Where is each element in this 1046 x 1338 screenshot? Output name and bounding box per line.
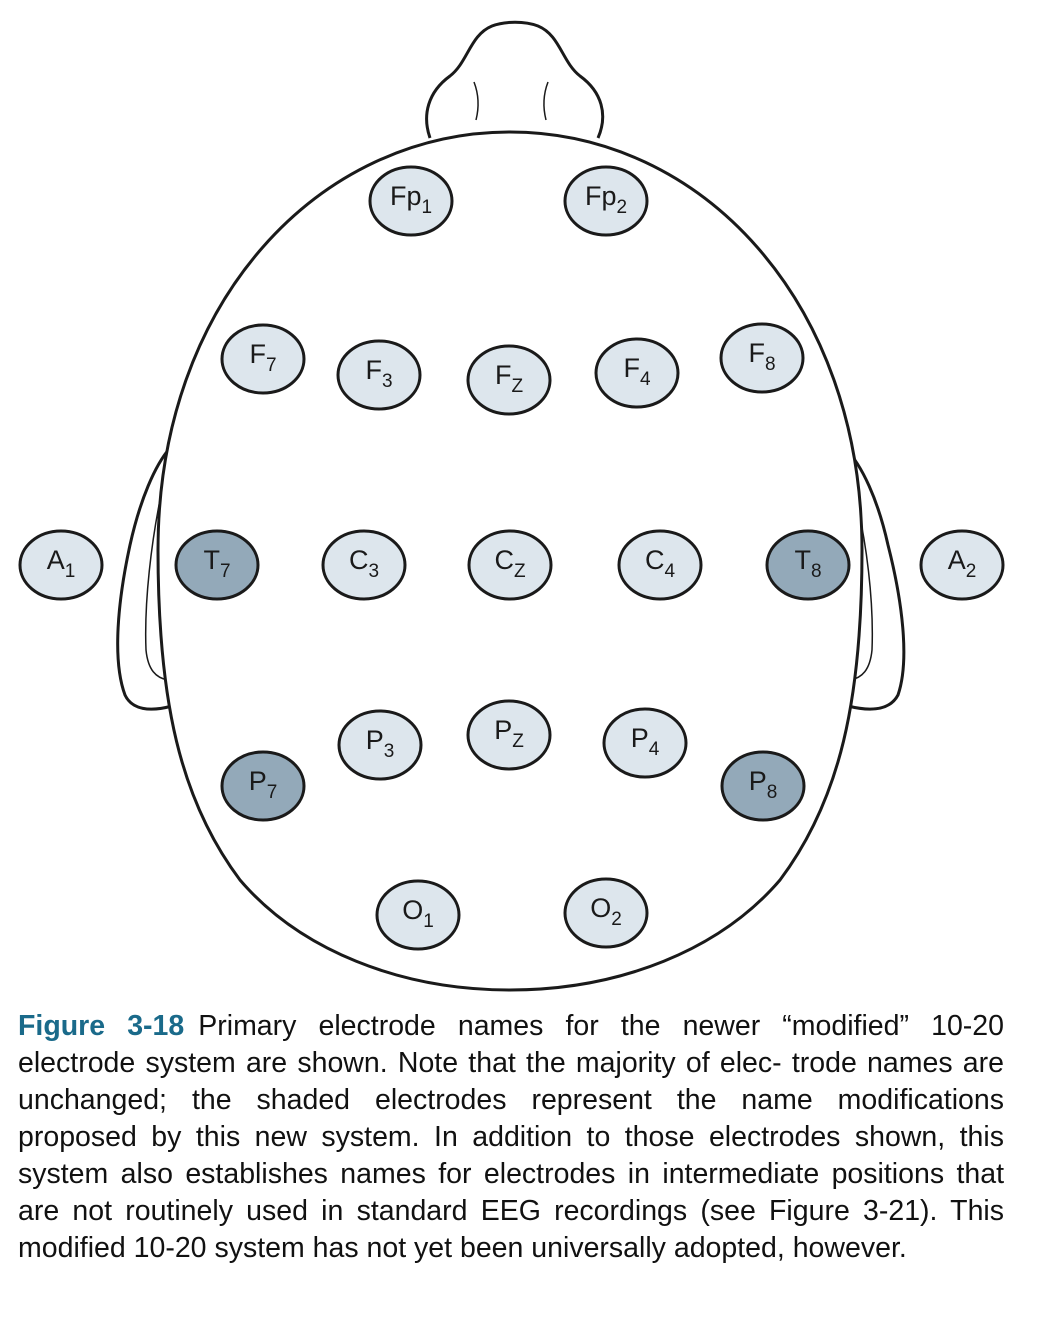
electrode-p4: P4 (602, 707, 688, 779)
electrode-marker (563, 165, 649, 237)
electrode-label: PZ (494, 715, 524, 752)
electrode-o1: O1 (375, 879, 461, 951)
electrode-marker (368, 165, 454, 237)
electrode-pz: PZ (466, 699, 552, 771)
electrode-f8: F8 (719, 322, 805, 394)
electrode-cz: CZ (467, 529, 553, 601)
electrode-label: P3 (366, 725, 395, 762)
electrode-marker (466, 699, 552, 771)
electrode-marker (18, 529, 104, 601)
electrode-label: FZ (495, 360, 524, 397)
electrode-marker (220, 750, 306, 822)
electrode-marker (467, 529, 553, 601)
figure-label: Figure 3-18 (18, 1010, 185, 1042)
electrode-label: T7 (203, 545, 230, 582)
electrode-marker (719, 322, 805, 394)
electrode-f4: F4 (594, 337, 680, 409)
electrode-marker (466, 344, 552, 416)
electrode-marker (594, 337, 680, 409)
electrode-label: A2 (948, 545, 977, 582)
electrode-c4: C4 (617, 529, 703, 601)
electrode-label: O1 (402, 895, 434, 932)
electrode-label: P4 (631, 723, 660, 760)
electrode-marker (174, 529, 260, 601)
electrode-fp2: Fp2 (563, 165, 649, 237)
electrode-label: F3 (365, 355, 392, 392)
electrode-label: A1 (47, 545, 76, 582)
electrode-marker (602, 707, 688, 779)
electrode-label: P7 (249, 766, 278, 803)
electrode-p7: P7 (220, 750, 306, 822)
electrode-fp1: Fp1 (368, 165, 454, 237)
electrode-p3: P3 (337, 709, 423, 781)
electrode-label: CZ (494, 545, 526, 582)
electrode-group: Fp1 Fp2 F7 F3 FZ F4 F8 A1 T7 C3 CZ C4 T8 A2 P7 P3 PZ P4 P8… (18, 165, 1005, 951)
electrode-marker (337, 709, 423, 781)
electrode-label: C4 (645, 545, 676, 582)
electrode-label: T8 (794, 545, 821, 582)
electrode-marker (375, 879, 461, 951)
electrode-f7: F7 (220, 323, 306, 395)
electrode-fz: FZ (466, 344, 552, 416)
electrode-t8: T8 (765, 529, 851, 601)
electrode-marker (220, 323, 306, 395)
electrode-marker (720, 750, 806, 822)
electrode-label: Fp1 (390, 181, 432, 218)
electrode-marker (563, 877, 649, 949)
electrode-label: F8 (748, 338, 775, 375)
electrode-label: O2 (590, 893, 622, 930)
nose (425, 20, 605, 139)
electrode-a2: A2 (919, 529, 1005, 601)
electrode-c3: C3 (321, 529, 407, 601)
electrode-label: P8 (749, 766, 778, 803)
electrode-f3: F3 (336, 339, 422, 411)
figure-caption: Figure 3-18 Primary electrode names for t… (18, 1008, 1004, 1267)
electrode-marker (919, 529, 1005, 601)
electrode-o2: O2 (563, 877, 649, 949)
electrode-label: F4 (623, 353, 651, 390)
figure-caption-text: Primary electrode names for the newer “m… (18, 1010, 1004, 1264)
nose-line-right (543, 81, 549, 121)
electrode-marker (336, 339, 422, 411)
electrode-label: F7 (249, 339, 276, 376)
electrode-placement-diagram: Fp1 Fp2 F7 F3 FZ F4 F8 A1 T7 C3 CZ C4 T8 A2 P7 P3 PZ P4 P8… (18, 20, 1005, 992)
electrode-p8: P8 (720, 750, 806, 822)
electrode-marker (765, 529, 851, 601)
electrode-marker (321, 529, 407, 601)
electrode-label: Fp2 (585, 181, 627, 218)
electrode-t7: T7 (174, 529, 260, 601)
electrode-marker (617, 529, 703, 601)
electrode-label: C3 (349, 545, 379, 582)
left-ear-inner (144, 499, 169, 681)
nose-line-left (473, 81, 479, 121)
electrode-a1: A1 (18, 529, 104, 601)
